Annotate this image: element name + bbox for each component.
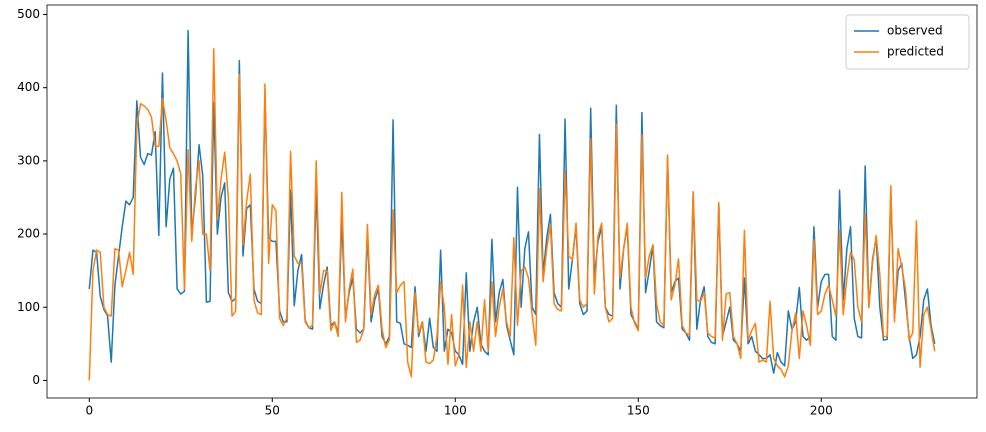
y-tick-label: 400 (17, 80, 40, 94)
line-series (88, 48, 936, 381)
x-tick-label: 0 (85, 404, 93, 418)
legend-box (845, 14, 970, 70)
x-tick-label: 100 (444, 404, 467, 418)
y-tick-label: 200 (17, 227, 40, 241)
y-tick-label: 500 (17, 7, 40, 21)
x-tick-label: 50 (265, 404, 280, 418)
line-series (88, 29, 936, 374)
plot-frame (46, 4, 978, 399)
legend-label: observed (887, 24, 943, 38)
x-tick-label: 200 (810, 404, 833, 418)
x-tick-label: 150 (627, 404, 650, 418)
y-tick-label: 0 (32, 373, 40, 387)
legend-label: predicted (887, 45, 944, 59)
y-tick-label: 100 (17, 300, 40, 314)
y-tick-label: 300 (17, 153, 40, 167)
